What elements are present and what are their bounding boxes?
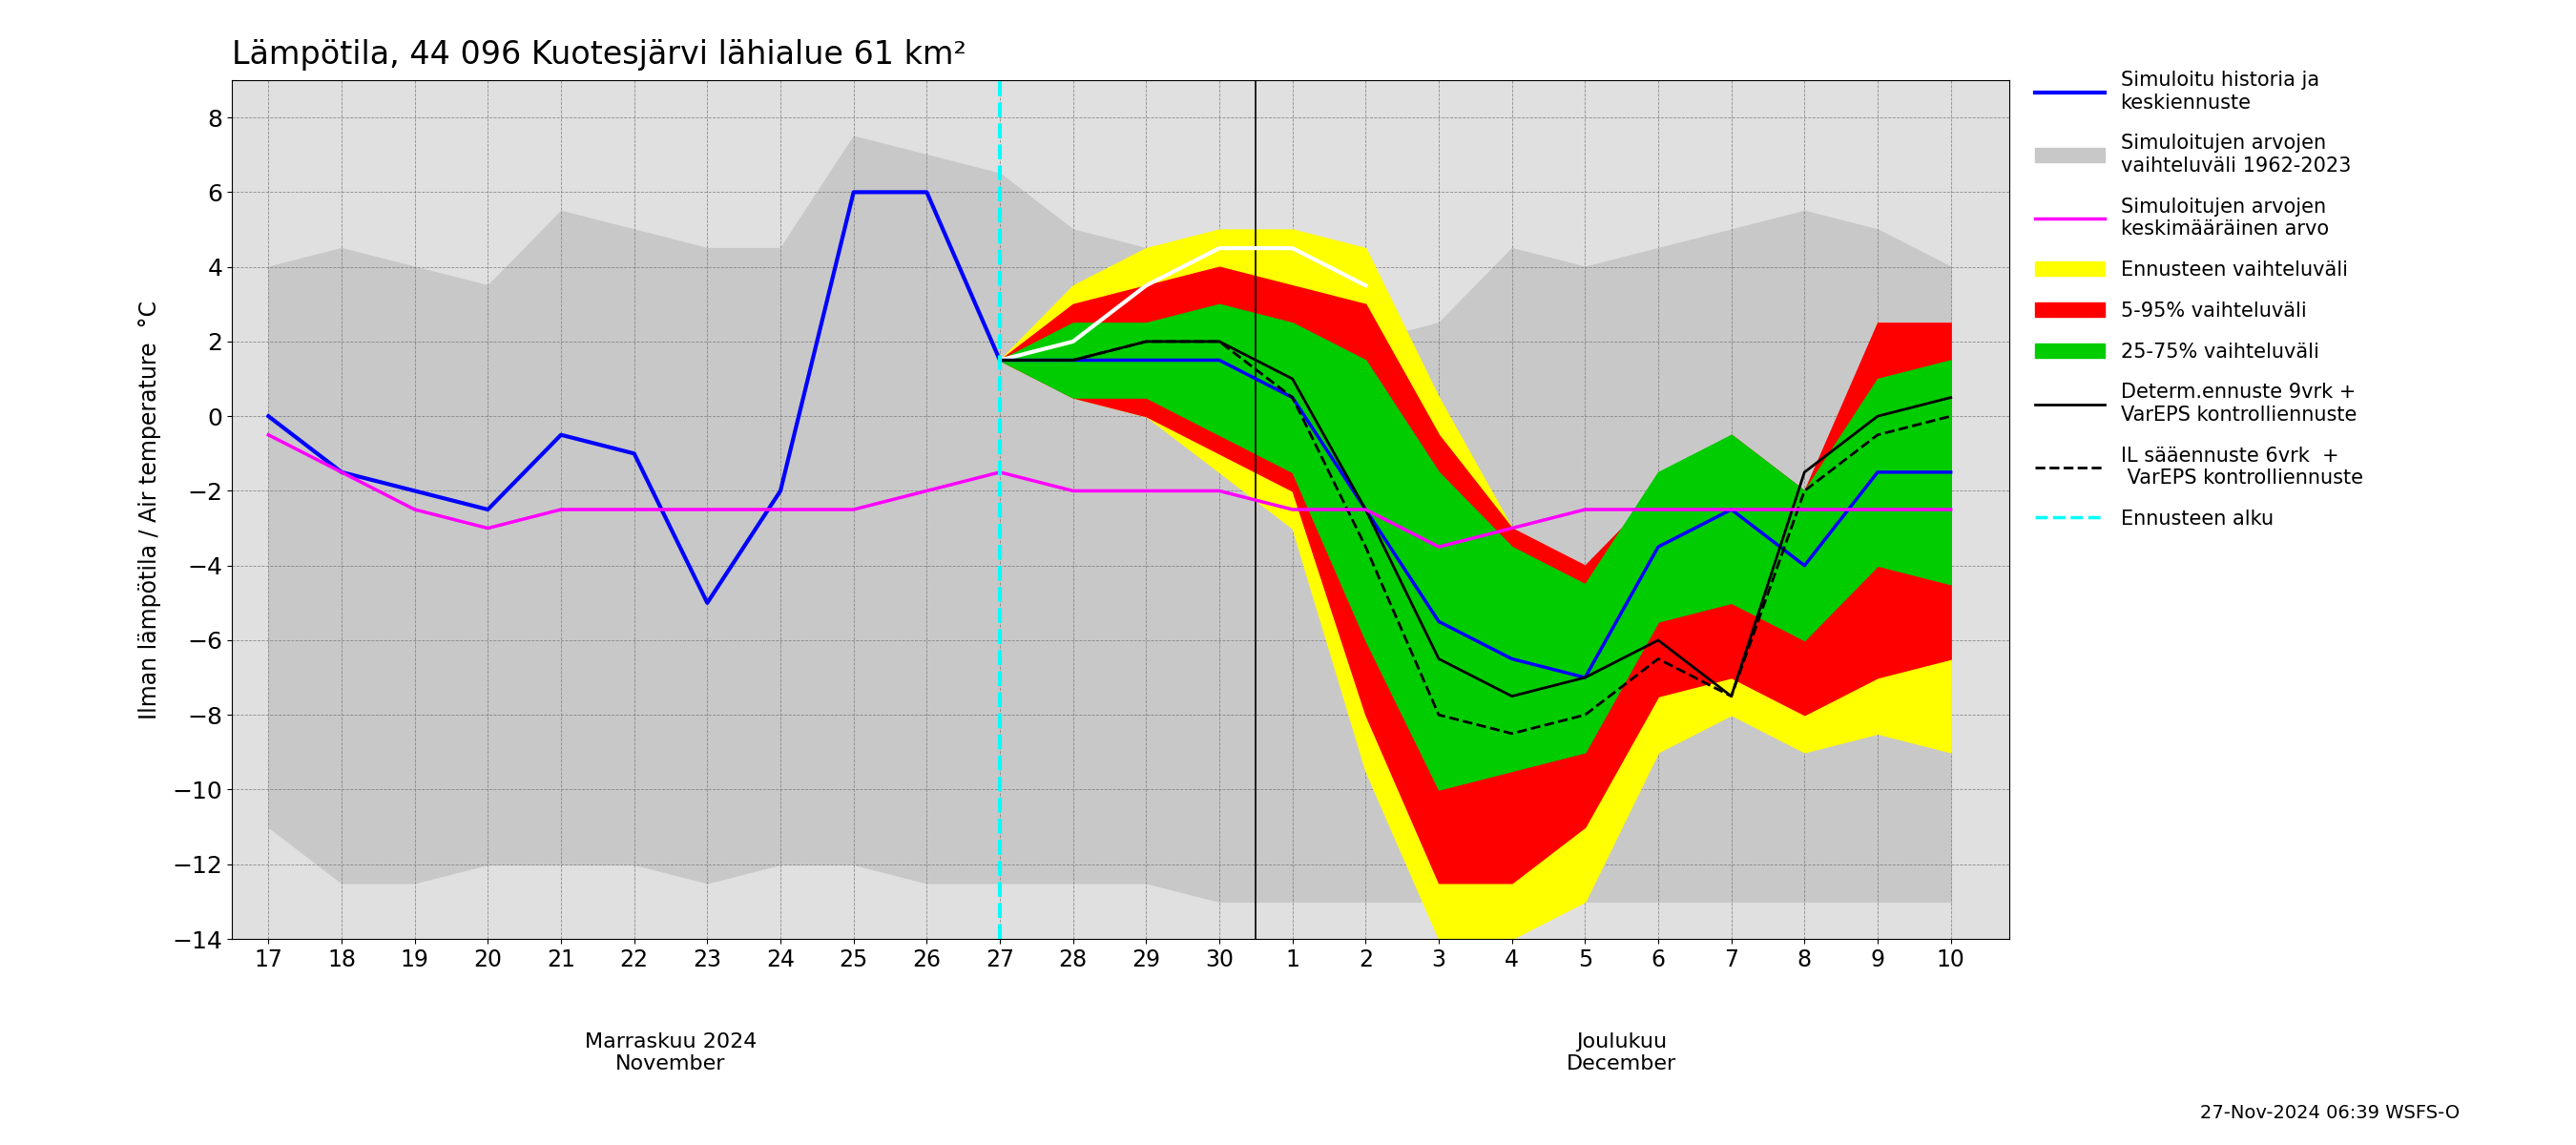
Legend: Simuloitu historia ja
keskiennuste, Simuloitujen arvojen
vaihteluväli 1962-2023,: Simuloitu historia ja keskiennuste, Simu… [2027,63,2370,536]
Text: Lämpötila, 44 096 Kuotesjärvi lähialue 61 km²: Lämpötila, 44 096 Kuotesjärvi lähialue 6… [232,39,966,71]
Text: 27-Nov-2024 06:39 WSFS-O: 27-Nov-2024 06:39 WSFS-O [2200,1104,2460,1122]
Text: Joulukuu
December: Joulukuu December [1566,1033,1677,1074]
Text: Marraskuu 2024
November: Marraskuu 2024 November [585,1033,757,1074]
Y-axis label: Ilman lämpötila / Air temperature  °C: Ilman lämpötila / Air temperature °C [139,300,162,719]
